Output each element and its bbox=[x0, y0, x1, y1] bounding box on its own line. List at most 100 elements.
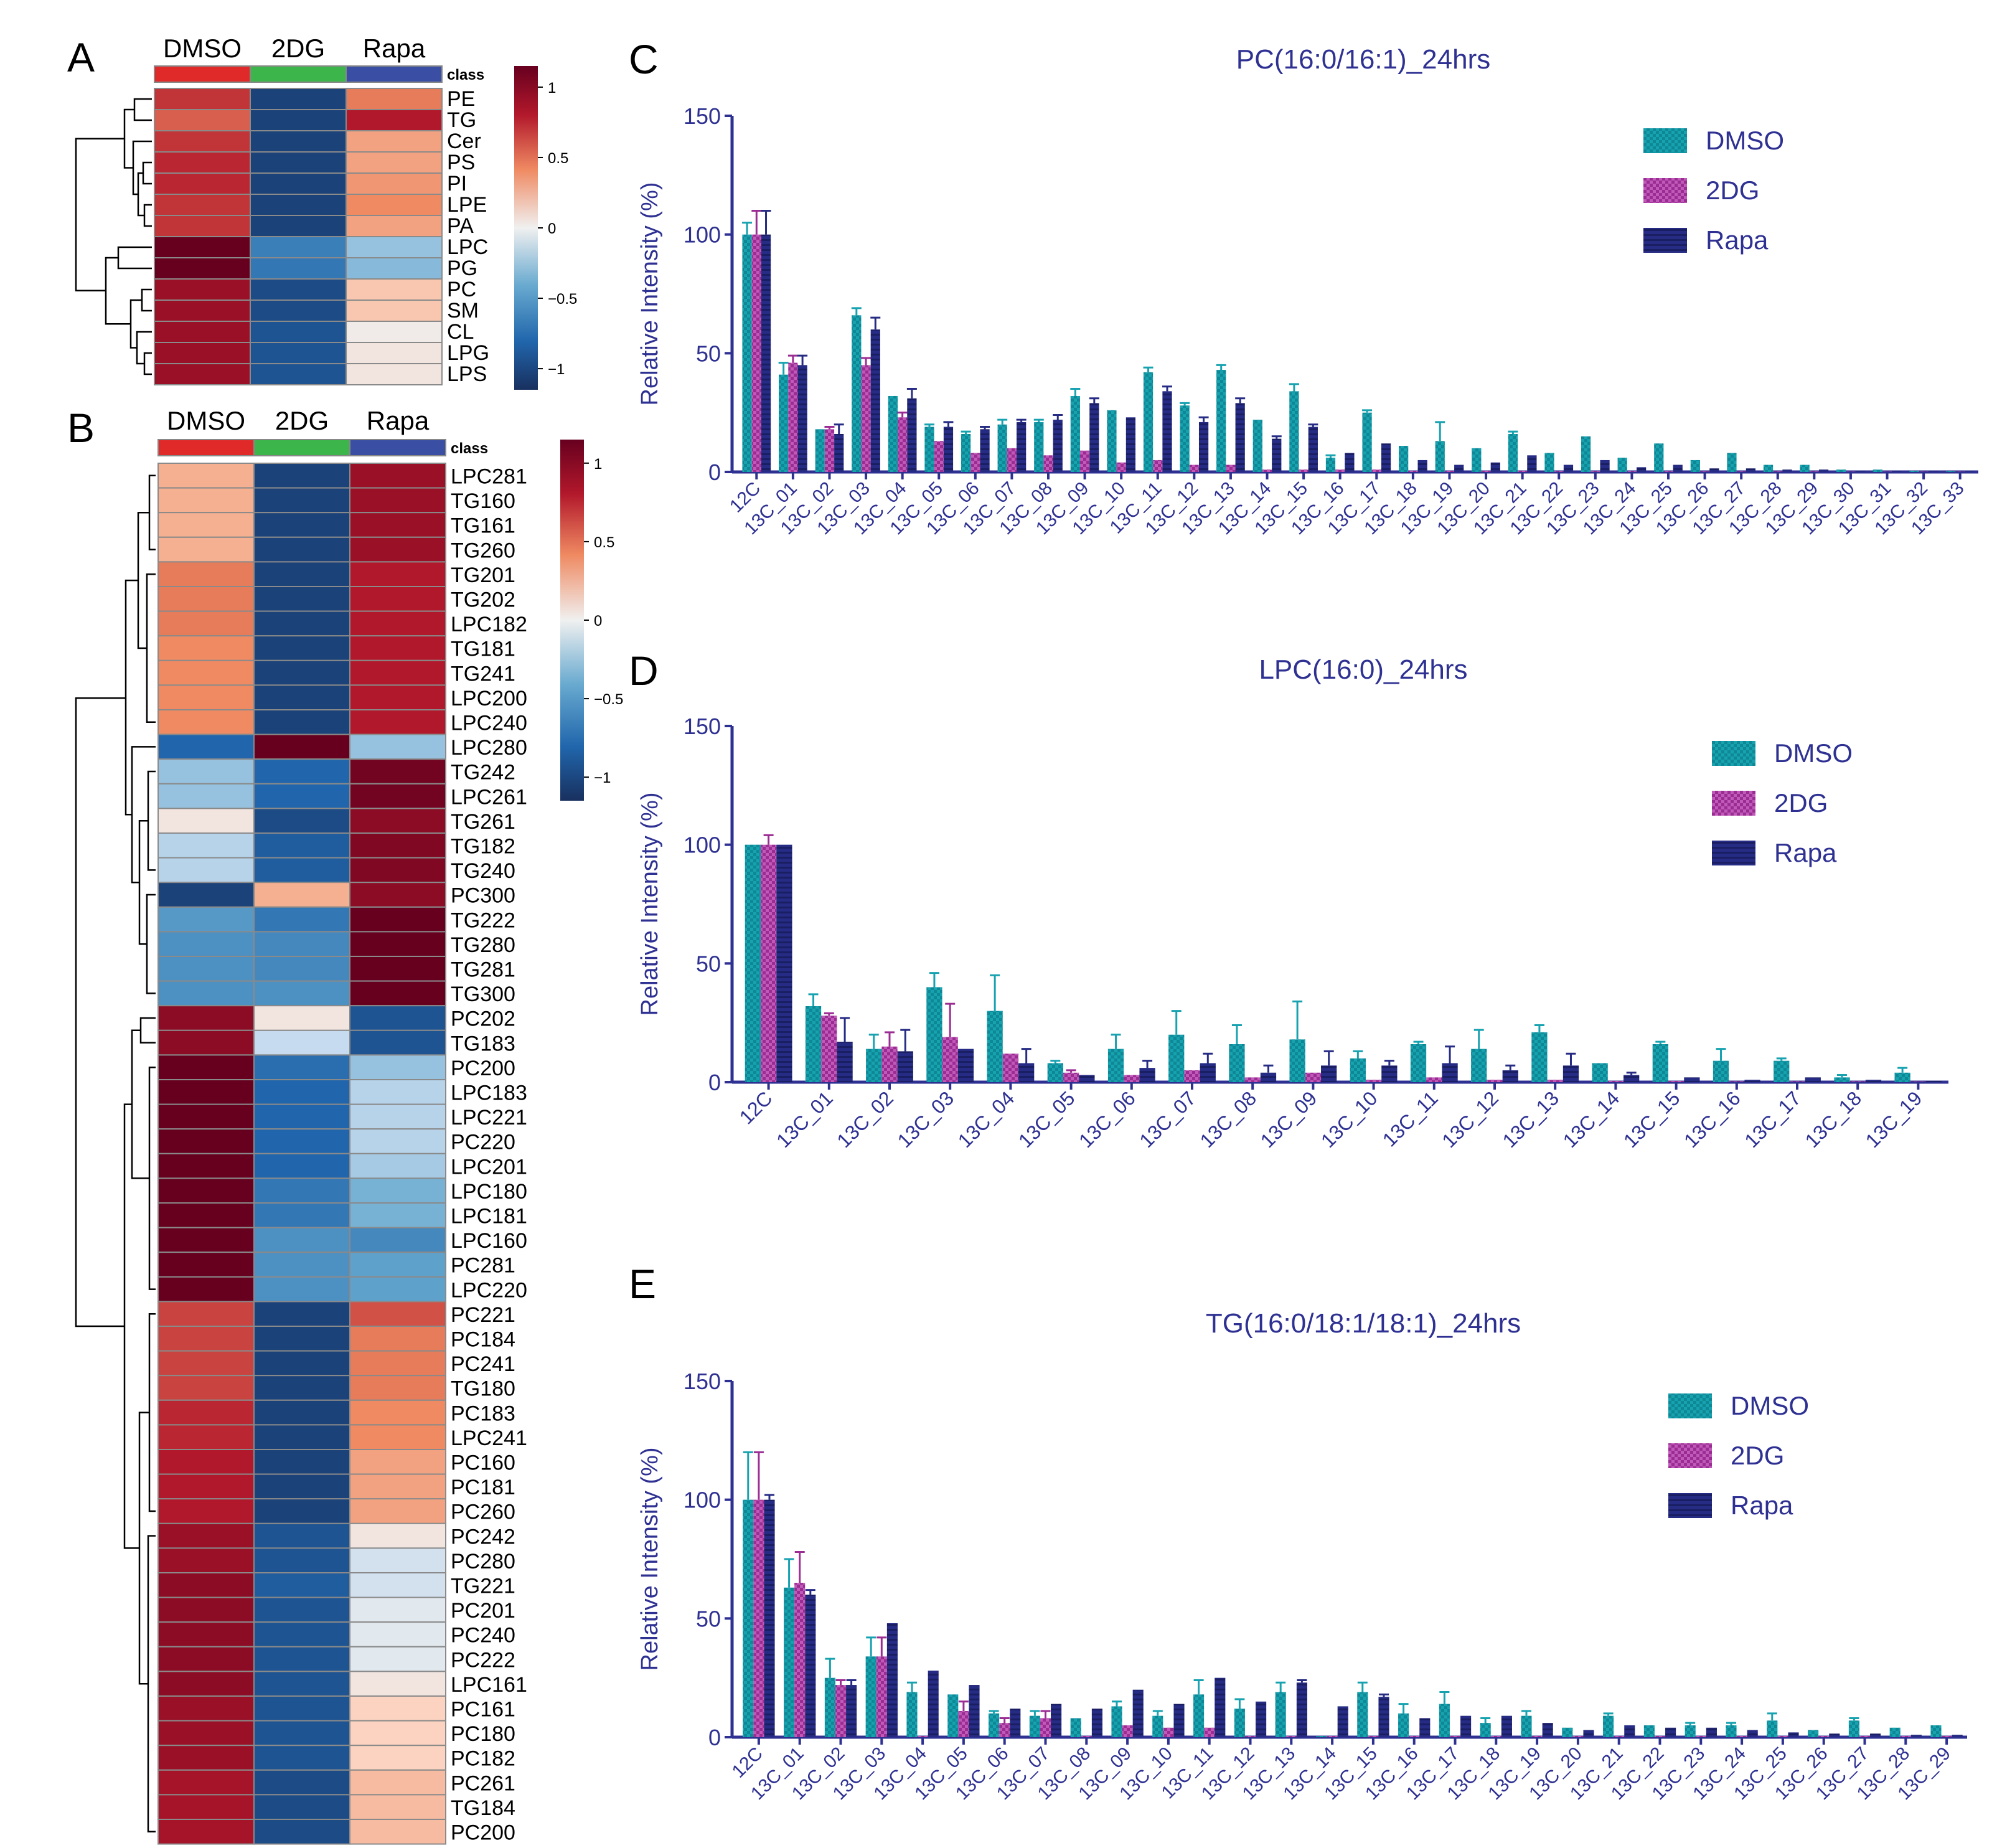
heatmap-cell bbox=[349, 1498, 446, 1524]
bar-rapa bbox=[846, 1685, 857, 1737]
heatmap-cell bbox=[349, 1399, 446, 1426]
bar-rapa bbox=[1200, 1063, 1216, 1082]
heatmap-cell bbox=[349, 1720, 446, 1747]
row-label: PG bbox=[447, 257, 477, 280]
heatmap-cell bbox=[253, 1646, 350, 1672]
bar-rapa bbox=[1623, 1075, 1640, 1082]
legend-swatch-2dg bbox=[1643, 178, 1687, 203]
x-tick-label: 13C_06 bbox=[1074, 1087, 1140, 1152]
heatmap-cell bbox=[349, 783, 446, 809]
bar-dmso bbox=[815, 429, 825, 472]
bar-rapa bbox=[1706, 1727, 1717, 1737]
row-label: PC281 bbox=[451, 1254, 515, 1278]
heatmap-cell bbox=[349, 1005, 446, 1031]
bar-rapa bbox=[1051, 1704, 1062, 1737]
heatmap-cell bbox=[157, 1671, 255, 1697]
heatmap-cell bbox=[250, 109, 347, 131]
bar-rapa bbox=[1563, 464, 1574, 472]
bar-2dg bbox=[1481, 471, 1491, 472]
heatmap-cell bbox=[349, 1301, 446, 1327]
heatmap-cell bbox=[253, 1621, 350, 1648]
bar-dmso bbox=[1480, 1723, 1491, 1737]
heatmap-cell bbox=[157, 586, 255, 612]
heatmap-cell bbox=[253, 1252, 350, 1278]
heatmap-cell bbox=[157, 832, 255, 859]
bar-dmso bbox=[1410, 1044, 1427, 1082]
bar-rapa bbox=[837, 1042, 853, 1082]
heatmap-cell bbox=[157, 1547, 255, 1573]
bar-2dg bbox=[1607, 1081, 1624, 1082]
heatmap-cell bbox=[253, 1399, 350, 1426]
heatmap-cell bbox=[349, 808, 446, 834]
heatmap-cell bbox=[157, 931, 255, 958]
bar-2dg bbox=[1444, 471, 1455, 472]
bar-dmso bbox=[1889, 1727, 1901, 1737]
heatmap-cell bbox=[253, 1819, 350, 1845]
heatmap-cell bbox=[157, 1276, 255, 1303]
y-tick-label: 100 bbox=[684, 222, 721, 248]
bar-dmso bbox=[989, 1713, 1000, 1737]
bar-2dg bbox=[1736, 471, 1746, 472]
class-color-2dg bbox=[250, 65, 347, 83]
bar-dmso bbox=[1325, 458, 1336, 472]
heatmap-cell bbox=[345, 342, 443, 364]
bar-2dg bbox=[1591, 471, 1600, 472]
heatmap-cell bbox=[349, 586, 446, 612]
bar-rapa bbox=[1855, 471, 1865, 472]
row-label: PC201 bbox=[451, 1599, 515, 1623]
bar-rapa bbox=[1417, 460, 1427, 472]
row-label: PC240 bbox=[451, 1624, 515, 1648]
bar-dmso bbox=[805, 1006, 822, 1082]
bar-rapa bbox=[1624, 1725, 1635, 1737]
y-axis-label: Relative Intensity (%) bbox=[637, 792, 663, 1016]
heatmap-cell bbox=[349, 1227, 446, 1253]
bar-2dg bbox=[1368, 1736, 1379, 1737]
y-axis-label: Relative Intensity (%) bbox=[637, 1447, 663, 1671]
row-label: TG182 bbox=[451, 834, 515, 858]
heatmap-cell bbox=[253, 1054, 350, 1081]
bar-dmso bbox=[1544, 453, 1554, 472]
bar-rapa bbox=[1321, 1065, 1337, 1082]
x-tick-label: 13C_08 bbox=[1195, 1087, 1261, 1152]
heatmap-cell bbox=[157, 1695, 255, 1722]
bar-dmso bbox=[1654, 443, 1664, 472]
heatmap-cell bbox=[157, 1227, 255, 1253]
bar-dmso bbox=[1107, 1049, 1124, 1082]
bar-dmso bbox=[1034, 422, 1044, 472]
legend-label-dmso: DMSO bbox=[1706, 126, 1784, 155]
bar-2dg bbox=[835, 1685, 847, 1737]
bar-rapa bbox=[1746, 468, 1756, 472]
heatmap-cell bbox=[253, 783, 350, 809]
bar-2dg bbox=[1736, 1736, 1747, 1737]
row-label: TG241 bbox=[451, 662, 515, 686]
bar-dmso bbox=[1152, 1715, 1163, 1737]
bar-2dg bbox=[760, 844, 777, 1082]
bar-rapa bbox=[1747, 1730, 1758, 1737]
y-tick-label: 0 bbox=[708, 460, 721, 485]
heatmap-cell bbox=[157, 758, 255, 785]
heatmap-cell bbox=[349, 832, 446, 859]
bar-rapa bbox=[1892, 471, 1902, 472]
legend-swatch-rapa bbox=[1712, 841, 1755, 865]
row-label: TG183 bbox=[451, 1032, 515, 1055]
bar-rapa bbox=[1637, 467, 1647, 472]
heatmap-cell bbox=[349, 956, 446, 982]
bar-dmso bbox=[1234, 1709, 1245, 1737]
heatmap-cell bbox=[349, 733, 446, 760]
panel-letter-b: B bbox=[67, 405, 95, 451]
panel-letter-d: D bbox=[629, 648, 659, 694]
heatmap-cell bbox=[253, 1079, 350, 1105]
bar-rapa bbox=[1583, 1730, 1594, 1737]
heatmap-cell bbox=[157, 1375, 255, 1401]
row-label: TG240 bbox=[451, 859, 515, 883]
heatmap-cell bbox=[253, 659, 350, 686]
bar-rapa bbox=[1010, 1709, 1021, 1737]
bar-2dg bbox=[942, 1037, 958, 1082]
bar-dmso bbox=[1643, 1725, 1655, 1737]
heatmap-cell bbox=[157, 1720, 255, 1747]
y-tick-label: 50 bbox=[696, 1606, 721, 1631]
row-label: SM bbox=[447, 299, 479, 323]
bar-2dg bbox=[794, 1583, 806, 1737]
bar-rapa bbox=[886, 1623, 898, 1737]
heatmap-cell bbox=[349, 1646, 446, 1672]
